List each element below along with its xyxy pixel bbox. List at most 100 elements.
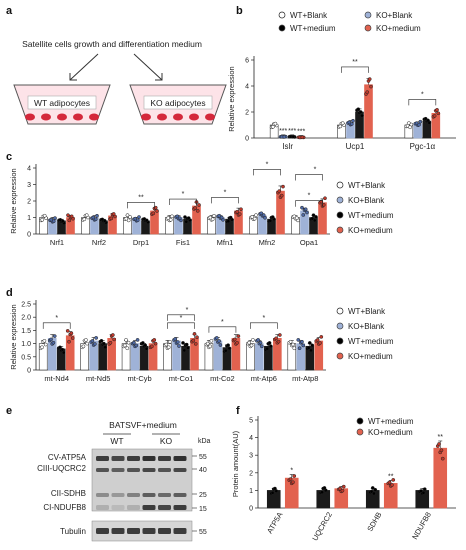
band-ndufb8 bbox=[111, 505, 125, 510]
data-point bbox=[315, 338, 320, 342]
data-point bbox=[186, 216, 191, 220]
data-point bbox=[143, 343, 148, 348]
y-tick-label: 6 bbox=[245, 58, 249, 65]
band-ndufb8 bbox=[173, 505, 187, 510]
panel-a-title: Satellite cells growth and differentiati… bbox=[22, 39, 202, 49]
y-tick-label: 2.5 bbox=[21, 302, 31, 309]
panel-a-arrows bbox=[69, 53, 163, 81]
data-point bbox=[338, 486, 342, 491]
data-point bbox=[208, 344, 212, 349]
category-label-drp1: Drp1 bbox=[133, 238, 149, 247]
data-point bbox=[83, 338, 88, 342]
legend-label-ko-blank: KO+Blank bbox=[376, 11, 413, 20]
y-tick-label: 2 bbox=[249, 470, 253, 477]
legend-label-ko-blank: KO+Blank bbox=[348, 322, 385, 331]
legend-label-wt-medium: WT+medium bbox=[348, 211, 394, 220]
data-point bbox=[311, 213, 316, 218]
data-point bbox=[235, 209, 240, 214]
panel-c-letter: c bbox=[6, 151, 12, 163]
category-label-mt-co2: mt-Co2 bbox=[210, 374, 235, 383]
kda-label: kDa bbox=[198, 438, 211, 445]
data-point bbox=[123, 343, 127, 348]
band-atp5a bbox=[142, 456, 156, 461]
legend-marker-wt-medium bbox=[336, 337, 344, 345]
significance-mark: * bbox=[186, 307, 189, 314]
band-tubulin bbox=[173, 528, 187, 534]
wt-adipocyte-well: WT adipocytes bbox=[13, 84, 111, 125]
data-point bbox=[259, 211, 264, 216]
panel-d-letter: d bbox=[6, 287, 13, 299]
band-sdhb bbox=[142, 493, 156, 497]
data-point bbox=[219, 215, 224, 220]
category-label-ndufb8: NDUFB8 bbox=[410, 511, 433, 541]
data-point bbox=[256, 338, 261, 342]
data-point bbox=[288, 339, 293, 344]
significance-mark: * bbox=[55, 315, 58, 322]
band-tubulin bbox=[111, 528, 125, 534]
legend-label-ko-medium: KO+medium bbox=[348, 352, 393, 361]
data-point bbox=[239, 207, 243, 212]
significance-bracket bbox=[208, 326, 237, 333]
data-point bbox=[227, 346, 232, 351]
wt-cell-dots bbox=[25, 113, 99, 121]
cell-dot bbox=[189, 113, 199, 121]
data-point bbox=[440, 456, 445, 461]
data-point bbox=[144, 346, 149, 351]
legend-marker-ko-medium bbox=[364, 24, 372, 32]
legend-label-wt-blank: WT+Blank bbox=[348, 307, 386, 316]
category-label-mt-atp8: mt-Atp8 bbox=[292, 374, 318, 383]
data-point bbox=[208, 215, 213, 220]
data-point bbox=[387, 480, 392, 485]
band-atp5a bbox=[111, 456, 125, 461]
y-tick-label: 0 bbox=[245, 136, 249, 143]
data-point bbox=[301, 343, 306, 348]
data-point bbox=[60, 219, 65, 224]
data-point bbox=[273, 121, 278, 126]
data-point bbox=[43, 342, 48, 347]
data-point bbox=[42, 338, 47, 343]
data-point bbox=[292, 214, 297, 219]
data-point bbox=[52, 334, 57, 338]
significance-mark: *** bbox=[297, 128, 305, 135]
data-point bbox=[166, 216, 171, 220]
data-point bbox=[82, 217, 87, 222]
data-point bbox=[247, 340, 252, 345]
data-point bbox=[312, 218, 317, 223]
significance-mark: * bbox=[290, 467, 293, 474]
data-point bbox=[419, 489, 423, 493]
panel-e-letter: e bbox=[6, 405, 12, 417]
data-point bbox=[135, 218, 140, 223]
chart-f-protein-amount: 0 1 2 3 4 5 Protein amount(AU) ATP5A UQCRC2 SDHB N… bbox=[231, 416, 456, 542]
data-point bbox=[408, 125, 412, 130]
chart-c-mito-dynamics-genes: 0 1 2 3 4 Relative expression Nrf1 Nrf2 Drp1 Fis1… bbox=[9, 161, 394, 247]
data-point bbox=[40, 345, 44, 350]
protein-label-atp5a: CV-ATP5A bbox=[48, 453, 87, 462]
significance-mark: *** bbox=[279, 128, 287, 135]
data-point bbox=[436, 111, 441, 116]
data-point bbox=[193, 342, 198, 346]
data-point bbox=[277, 189, 282, 193]
category-label-mt-cyb: mt-Cyb bbox=[127, 374, 151, 383]
band-uqcrc2 bbox=[142, 468, 156, 472]
data-point bbox=[294, 216, 299, 220]
data-point bbox=[270, 491, 275, 495]
data-point bbox=[318, 341, 322, 345]
y-tick-label: 1 bbox=[27, 215, 31, 222]
data-point bbox=[69, 331, 74, 336]
data-point bbox=[91, 215, 96, 220]
cell-dot bbox=[25, 113, 35, 121]
data-point bbox=[67, 218, 72, 223]
data-point bbox=[235, 340, 239, 345]
category-label-mt-nd5: mt-Nd5 bbox=[86, 374, 111, 383]
legend-marker-ko-medium bbox=[336, 226, 344, 234]
band-tubulin bbox=[127, 528, 140, 534]
data-point bbox=[300, 205, 304, 210]
group-label-wt: WT bbox=[110, 436, 123, 446]
data-point bbox=[101, 341, 106, 346]
data-point bbox=[155, 209, 159, 213]
data-point bbox=[435, 107, 439, 112]
data-point bbox=[358, 110, 363, 114]
significance-bracket bbox=[167, 314, 195, 321]
data-point bbox=[369, 489, 374, 494]
significance-bracket bbox=[408, 99, 437, 106]
